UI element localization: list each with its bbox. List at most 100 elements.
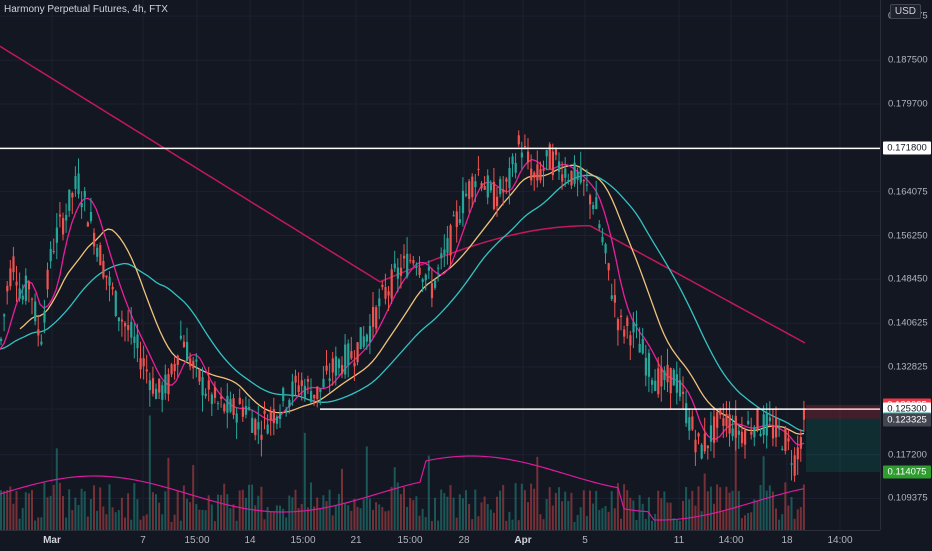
volume-bar [477, 516, 480, 530]
chart-pane[interactable]: Harmony Perpetual Futures, 4h, FTX [0, 0, 880, 530]
candle-body [353, 362, 356, 367]
volume-bar [316, 497, 319, 530]
candle-body [759, 433, 762, 436]
candle-body [71, 192, 74, 198]
price-label: 0.171800 [883, 141, 931, 155]
candle-body [182, 341, 186, 348]
candle-body [750, 431, 753, 435]
volume-bar [561, 501, 564, 530]
candle-body [675, 374, 678, 393]
volume-bar [303, 432, 306, 530]
volume-bar [582, 490, 585, 530]
volume-bar [691, 490, 694, 530]
candle-body [341, 365, 344, 374]
volume-bar [164, 491, 167, 530]
candle-body [722, 418, 725, 426]
volume-bar [505, 520, 508, 530]
candle-body [220, 396, 223, 399]
volume-bar [502, 484, 505, 530]
candle-body [251, 417, 254, 433]
volume-bar [260, 486, 263, 530]
currency-button[interactable]: USD [889, 4, 921, 19]
candle-body [300, 380, 303, 386]
volume-bar [80, 488, 83, 530]
volume-bar [120, 497, 123, 530]
candle-body [505, 178, 508, 182]
candle-body [657, 368, 660, 395]
volume-bar [468, 503, 471, 530]
candle-body [65, 214, 68, 221]
volume-bar [275, 505, 278, 530]
volume-bar [142, 516, 145, 530]
volume-bar [740, 518, 743, 530]
candle-body [709, 425, 713, 442]
volume-bar [406, 506, 409, 530]
candle-body [768, 417, 771, 422]
candle-body [0, 338, 3, 342]
candle-body [365, 334, 368, 342]
volume-bar [626, 490, 629, 530]
volume-bar [669, 502, 672, 530]
volume-bar [799, 507, 802, 530]
volume-bar [21, 507, 24, 530]
symbol-legend[interactable]: Harmony Perpetual Futures, 4h, FTX [4, 4, 168, 15]
volume-bar [678, 520, 681, 530]
candle-body [130, 321, 133, 338]
candle-body [613, 295, 616, 303]
candle-body [558, 161, 561, 172]
candle-body [201, 377, 204, 396]
volume-bar [46, 497, 49, 530]
candle-body [465, 193, 468, 196]
candle-body [93, 232, 96, 247]
volume-bar [694, 505, 697, 530]
volume-bar [412, 500, 415, 530]
volume-bar [322, 495, 325, 530]
candle-body [641, 339, 644, 354]
volume-bar [356, 506, 359, 530]
price-axis[interactable]: USD 0.1953750.1875000.1797000.1718000.16… [880, 0, 932, 530]
volume-bar [353, 498, 356, 530]
candle-body [189, 358, 192, 367]
volume-bar [675, 519, 678, 530]
candle-body [359, 327, 362, 350]
candle-body [254, 419, 257, 436]
volume-bar [430, 521, 433, 530]
candle-body [700, 444, 703, 459]
candle-body [719, 410, 722, 415]
candle-body [585, 184, 589, 186]
volume-bar [263, 519, 266, 530]
price-chart[interactable] [0, 0, 880, 530]
volume-bar [657, 490, 660, 530]
candle-body [458, 219, 461, 223]
candle-body [589, 195, 592, 205]
candle-body [474, 181, 477, 188]
volume-bar [235, 520, 238, 530]
volume-bar [328, 489, 331, 530]
volume-bar [716, 484, 719, 530]
candle-body [356, 342, 359, 363]
volume-bar [778, 519, 781, 530]
candle-body [443, 249, 446, 255]
time-axis[interactable]: Mar 7 15:00 14 15:00 21 15:00 28 Apr 5 11 14:00 18 14… [0, 530, 880, 551]
candle-body [793, 455, 796, 476]
candle-body [49, 248, 52, 262]
candle-body [89, 212, 93, 222]
candle-body [570, 170, 573, 186]
time-tick-label: 14:00 [827, 535, 853, 546]
candle-body [155, 388, 158, 399]
volume-bar [536, 456, 539, 530]
volume-bar [341, 468, 343, 530]
candle-body [244, 406, 248, 415]
candle-body [545, 150, 548, 157]
volume-bar [527, 502, 529, 530]
candle-body [319, 388, 322, 392]
time-tick-label: 21 [350, 535, 362, 546]
candle-body [616, 319, 620, 331]
volume-bar [266, 507, 269, 530]
candle-body [647, 352, 651, 377]
candle-body [632, 321, 635, 333]
volume-bar [189, 502, 192, 530]
candle-body [294, 375, 297, 383]
candle-body [269, 411, 272, 420]
candle-body [52, 251, 55, 253]
